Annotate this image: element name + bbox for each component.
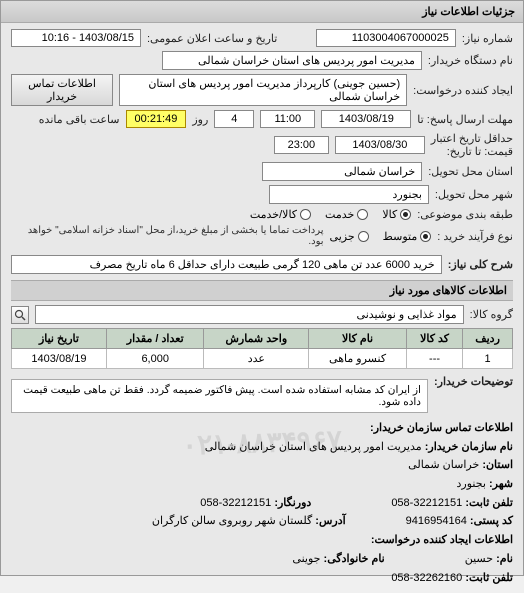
fax-label: دورنگار: [274,497,311,509]
cphone-value: 32262160-058 [391,572,462,584]
buyer-org-field: مدیریت امور پردیس های استان خراسان شمالی [162,51,422,70]
validity-date-field: 1403/08/30 [335,136,425,154]
validity-label: حداقل تاریخ اعتبار [431,132,513,145]
validity-time-field: 23:00 [274,136,329,154]
contact-section-title: اطلاعات تماس سازمان خریدار: [370,422,513,434]
goods-section-header: اطلاعات کالاهای مورد نیاز [11,280,513,301]
th-date: تاریخ نیاز [12,329,107,349]
validity-sub-label: قیمت: تا تاریخ: [431,145,513,158]
subject-type-label: طبقه بندی موضوعی: [417,208,513,221]
radio-icon [358,231,369,242]
contact-block: ۰۲۱-۸۸۳۴۹۶۷ اطلاعات تماس سازمان خریدار: … [11,419,513,587]
countdown-suffix: ساعت باقی مانده [39,113,120,126]
buyer-notes-label: توضیحات خریدار: [434,375,513,388]
group-label: گروه کالا: [470,308,513,321]
radio-icon [300,209,311,220]
countdown-timer: 00:21:49 [126,110,187,128]
remaining-days-field: 4 [214,110,254,128]
cell-unit: عدد [204,349,309,369]
province-field: خراسان شمالی [262,162,422,181]
requester-field: (حسین جوینی) کارپرداز مدیریت امور پردیس … [119,74,407,106]
content-area: شماره نیاز: 1103004067000025 تاریخ و ساع… [1,23,523,593]
group-field: مواد غذایی و نوشیدنی [35,305,464,324]
postal-label: کد پستی: [470,515,513,527]
name-value: حسین [465,553,493,565]
reply-date-field: 1403/08/19 [321,110,411,128]
window-title: جزئیات اطلاعات نیاز [1,1,523,23]
creator-title: اطلاعات ایجاد کننده درخواست: [371,534,513,546]
buyer-org-label: نام دستگاه خریدار: [428,54,513,67]
radio-icon [420,231,431,242]
th-code: کد کالا [406,329,462,349]
window: جزئیات اطلاعات نیاز شماره نیاز: 11030040… [0,0,524,576]
process-type-option-medium[interactable]: متوسط [383,230,432,243]
subject-type-group: کالا خدمت کالا/خدمت [250,208,411,221]
c-city-value: بجنورد [457,478,486,490]
cell-date: 1403/08/19 [12,349,107,369]
address-value: گلستان شهر روبروی سالن کارگران [152,515,312,527]
search-icon[interactable] [11,306,29,324]
summary-label: شرح کلی نیاز: [448,258,513,271]
address-label: آدرس: [315,515,345,527]
radio-label: خدمت [325,208,354,221]
c-city-label: شهر: [489,478,513,490]
th-unit: واحد شمارش [204,329,309,349]
fax-value: 32212151-058 [200,497,271,509]
reply-deadline-label: مهلت ارسال پاسخ: تا [417,113,513,126]
process-note: پرداخت تماما یا بخشی از مبلغ خرید،از محل… [11,225,324,247]
cphone-label: تلفن ثابت: [465,572,513,584]
c-province-label: استان: [482,459,513,471]
announce-label: تاریخ و ساعت اعلان عمومی: [147,32,277,45]
radio-icon [400,209,411,220]
subject-type-option-khedmat[interactable]: خدمت [325,208,368,221]
cell-qty: 6,000 [106,349,204,369]
cell-code: --- [406,349,462,369]
radio-label: متوسط [383,230,418,243]
radio-icon [357,209,368,220]
phone-value: 32212151-058 [391,497,462,509]
radio-label: کالا [382,208,397,221]
th-row: ردیف [463,329,513,349]
process-type-group: متوسط جزیی [330,230,432,243]
province-label: استان محل تحویل: [428,165,513,178]
th-name: نام کالا [309,329,407,349]
table-row[interactable]: 1 --- کنسرو ماهی عدد 6,000 1403/08/19 [12,349,513,369]
org-value: مدیریت امور پردیس های استان خراسان شمالی [205,441,422,453]
table-header-row: ردیف کد کالا نام کالا واحد شمارش تعداد /… [12,329,513,349]
th-qty: تعداد / مقدار [106,329,204,349]
subject-type-option-kala[interactable]: کالا [382,208,411,221]
radio-label: جزیی [330,230,355,243]
cell-row: 1 [463,349,513,369]
c-province-value: خراسان شمالی [408,459,479,471]
name-label: نام: [496,553,513,565]
contact-buyer-button[interactable]: اطلاعات تماس خریدار [11,74,113,106]
city-label: شهر محل تحویل: [435,188,513,201]
cell-name: کنسرو ماهی [309,349,407,369]
process-type-option-minor[interactable]: جزیی [330,230,369,243]
remaining-days-label: روز [192,113,208,126]
announce-field: 1403/08/15 - 10:16 [11,29,141,47]
lname-label: نام خانوادگی: [324,553,385,565]
phone-label: تلفن ثابت: [465,497,513,509]
requester-label: ایجاد کننده درخواست: [413,84,513,97]
subject-type-option-both[interactable]: کالا/خدمت [250,208,311,221]
radio-label: کالا/خدمت [250,208,297,221]
need-no-field: 1103004067000025 [316,29,456,47]
city-field: بجنورد [269,185,429,204]
summary-field: خرید 6000 عدد تن ماهی 120 گرمی طبیعت دار… [11,255,442,274]
buyer-notes-text: از ایران کد مشابه استفاده شده است. پیش ف… [11,379,428,413]
postal-value: 9416954164 [406,515,467,527]
need-no-label: شماره نیاز: [462,32,513,45]
lname-value: جوینی [292,553,320,565]
org-label: نام سازمان خریدار: [425,441,513,453]
goods-table: ردیف کد کالا نام کالا واحد شمارش تعداد /… [11,328,513,369]
process-type-label: نوع فرآیند خرید : [437,230,513,243]
reply-time-field: 11:00 [260,110,315,128]
